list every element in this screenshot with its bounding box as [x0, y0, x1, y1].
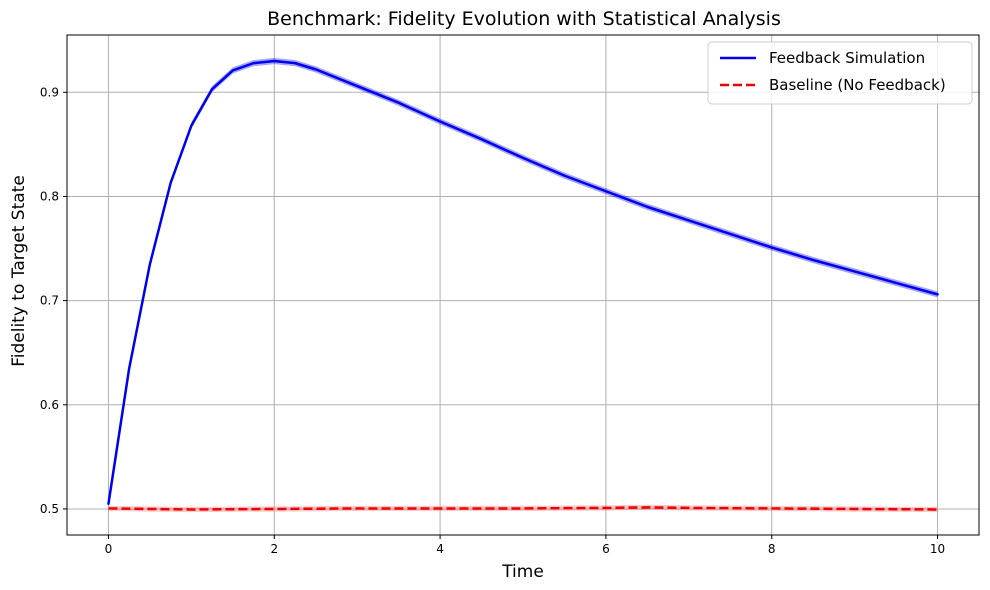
y-axis-label: Fidelity to Target State: [9, 175, 29, 367]
x-tick-label: 8: [768, 542, 776, 556]
x-tick-label: 2: [270, 542, 278, 556]
chart-title: Benchmark: Fidelity Evolution with Stati…: [267, 8, 781, 30]
y-tick-label: 0.7: [40, 294, 59, 308]
x-tick-label: 0: [105, 542, 113, 556]
legend-label-feedback: Feedback Simulation: [769, 49, 925, 67]
x-tick-label: 10: [930, 542, 945, 556]
y-tick-label: 0.9: [40, 85, 59, 99]
confidence-bands: [108, 57, 938, 513]
y-tick-label: 0.6: [40, 398, 59, 412]
y-tick-label: 0.8: [40, 189, 59, 203]
feedback-series-line: [107, 59, 939, 505]
x-axis-label: Time: [501, 562, 544, 582]
baseline-series-line: [108, 506, 938, 511]
x-tick-label: 6: [602, 542, 610, 556]
legend: Feedback Simulation Baseline (No Feedback…: [707, 41, 973, 105]
legend-label-baseline: Baseline (No Feedback): [769, 76, 946, 94]
y-tick-label: 0.5: [40, 502, 59, 516]
x-tick-label: 4: [436, 542, 444, 556]
axis-ticks: 0 2 4 6 8 10 0.5 0.6 0.7 0.8 0.9: [40, 85, 945, 556]
baseline-confidence-band: [108, 504, 938, 513]
series-lines: [107, 59, 939, 511]
plot-area-frame: [66, 34, 980, 536]
legend-box: [707, 41, 973, 105]
